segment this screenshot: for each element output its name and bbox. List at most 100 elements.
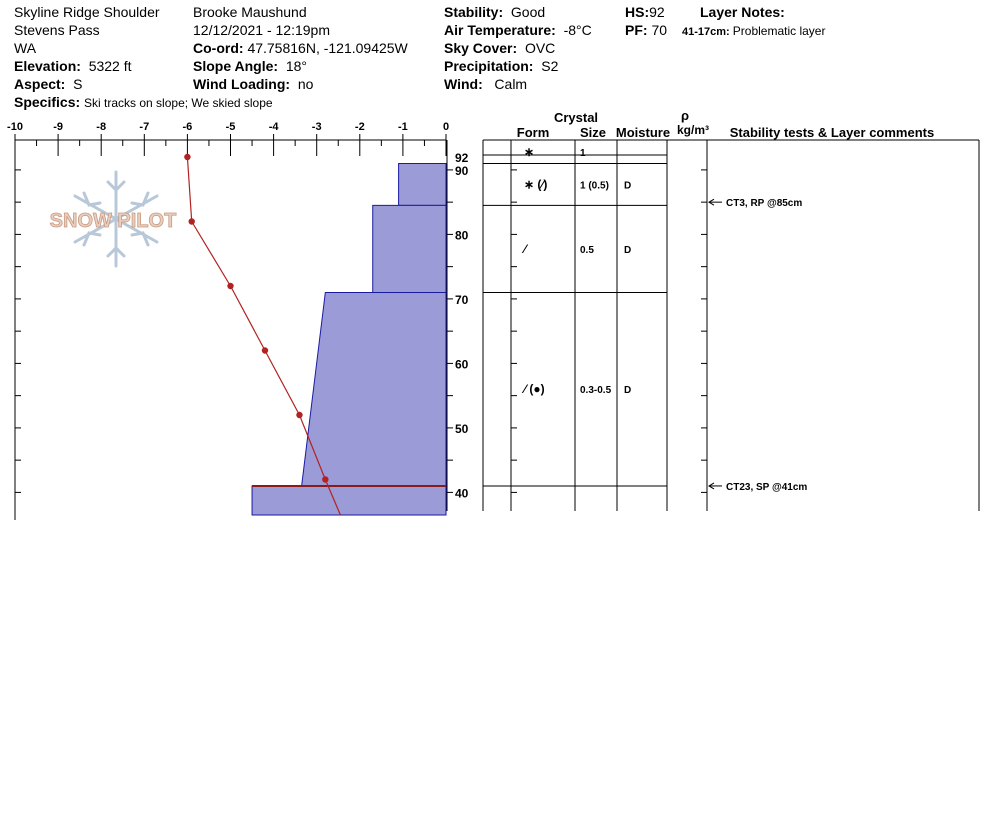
temperature-point [296,411,303,419]
snow-profile-chart: SNOW PILOT -10 -9 -8 -7 -6 -5 -4 -3 -2 -1 04050607… [7,108,980,520]
layer-notes-label: Layer Notes: [700,4,785,20]
x-tick-label: -8 [96,121,106,133]
temperature-point [322,476,329,483]
elevation-value: 5322 ft [88,58,132,74]
form-header: Form [517,125,550,140]
header-col-1: Skyline Ridge Shoulder Stevens Pass WA E… [14,3,273,112]
y-tick-label: 70 [455,293,469,307]
x-tick-label: -6 [183,121,193,133]
stability-test-rows: CT3, RP @85cm CT23, SP @41cm [708,198,807,493]
y-tick-label: 50 [455,422,469,436]
pf-value: 70 [651,22,668,38]
hs-row: HS:92 [625,3,667,21]
wind-loading-value: no [297,76,314,92]
stability-value: Good [510,4,546,20]
y-tick-label: 90 [455,164,469,178]
size-header: Size [580,125,606,140]
logo-text: SNOW PILOT [50,210,177,232]
x-tick-label: -7 [139,121,149,133]
x-tick-label: -9 [53,121,63,133]
layer-note-text: Problematic layer [732,24,826,38]
layer-form: ∗ (⁄) [524,177,547,191]
precip-value: S2 [541,58,559,74]
state-name: WA [14,40,37,56]
hardness-bar [251,485,447,516]
specifics-label: Specifics: [14,94,81,110]
coord-row: Co-ord: 47.75816N, -121.09425W [193,39,408,57]
layer-moisture: D [624,245,631,256]
elevation-label: Elevation: [14,58,81,74]
table-rows: ∗ 1 ∗ (⁄) 1 (0.5) D ⁄ 0.5 D ⁄ (●) 0.3-0.5 D [521,145,631,396]
pf-row: PF: 70 [625,21,667,39]
temperature-point [184,153,191,161]
aspect-label: Aspect: [14,76,66,92]
stability-label: Stability: [444,4,504,20]
y-tick-label: 80 [455,228,469,242]
hs-value: 92 [649,4,665,20]
wind-loading-row: Wind Loading: no [193,75,408,93]
x-tick-label: -3 [312,121,322,133]
stability-row: Stability: Good [444,3,592,21]
wind-value: Calm [494,76,528,92]
temperature-point [261,347,269,354]
header-col-3: Stability: Good Air Temperature: -8°C Sk… [444,3,592,93]
air-temp-value: -8°C [563,22,592,38]
air-temp-row: Air Temperature: -8°C [444,21,592,39]
layer-form: ∗ [524,145,534,159]
header-col-2: Brooke Maushund 12/12/2021 - 12:19pm Co-… [193,3,408,93]
density-unit-header: kg/m³ [677,123,709,137]
temperature-line [186,156,341,516]
x-tick-label: -2 [355,121,365,133]
layer-note-range: 41-17cm: [682,26,730,38]
wind-row: Wind: Calm [444,75,592,93]
x-tick-label: -5 [226,121,236,133]
y-tick-label: 60 [455,357,469,371]
stability-test-label: CT23, SP @41cm [726,482,807,493]
layer-notes-block: Layer Notes: [700,3,785,21]
layer-form: ⁄ [521,242,529,256]
elevation-row: Elevation: 5322 ft [14,57,273,75]
sky-label: Sky Cover: [444,40,518,56]
layer-size: 1 [580,148,586,159]
x-tick-label: 0 [443,121,449,133]
layer-size: 0.3-0.5 [580,385,612,396]
x-tick-label: -10 [7,121,23,133]
specifics-value: Ski tracks on slope; We skied slope [84,96,273,110]
temperature-point [227,282,234,290]
x-tick-label: -4 [269,121,280,133]
precip-row: Precipitation: S2 [444,57,592,75]
coord-label: Co-ord: [193,40,244,56]
header-col-4: HS:92 PF: 70 [625,3,667,39]
snowpilot-logo: SNOW PILOT [49,170,177,268]
wind-label: Wind: [444,76,483,92]
y-tick-label: 40 [455,486,469,500]
hardness-bar [301,291,447,487]
test-arrow-head [708,198,715,206]
snowflake-icon [73,170,159,268]
stability-test-label: CT3, RP @85cm [726,198,802,209]
coord-value: 47.75816N, -121.09425W [247,40,408,56]
slope-row: Slope Angle: 18° [193,57,408,75]
slope-label: Slope Angle: [193,58,279,74]
layer-table: Crystal Form Size Moisture ρ kg/m³ Stabi… [482,108,980,511]
comments-header: Stability tests & Layer comments [730,125,934,140]
temperature-profile [184,153,341,516]
x-tick-label: -1 [398,121,408,133]
layer-size: 1 (0.5) [580,180,609,191]
slope-value: 18° [285,58,307,74]
pf-label: PF: [625,22,648,38]
wind-loading-label: Wind Loading: [193,76,291,92]
aspect-row: Aspect: S [14,75,273,93]
hardness-bar [372,204,447,293]
test-arrow-head [708,482,715,490]
layer-form: ⁄ (●) [521,382,545,396]
layer-notes-heading: Layer Notes: [700,3,785,21]
rho-header: ρ [681,108,689,123]
location-name: Skyline Ridge Shoulder [14,4,160,20]
precip-label: Precipitation: [444,58,534,74]
aspect-value: S [73,76,83,92]
layer-moisture: D [624,180,631,191]
area-name: Stevens Pass [14,22,100,38]
layer-note-row: 41-17cm: Problematic layer [682,22,825,41]
